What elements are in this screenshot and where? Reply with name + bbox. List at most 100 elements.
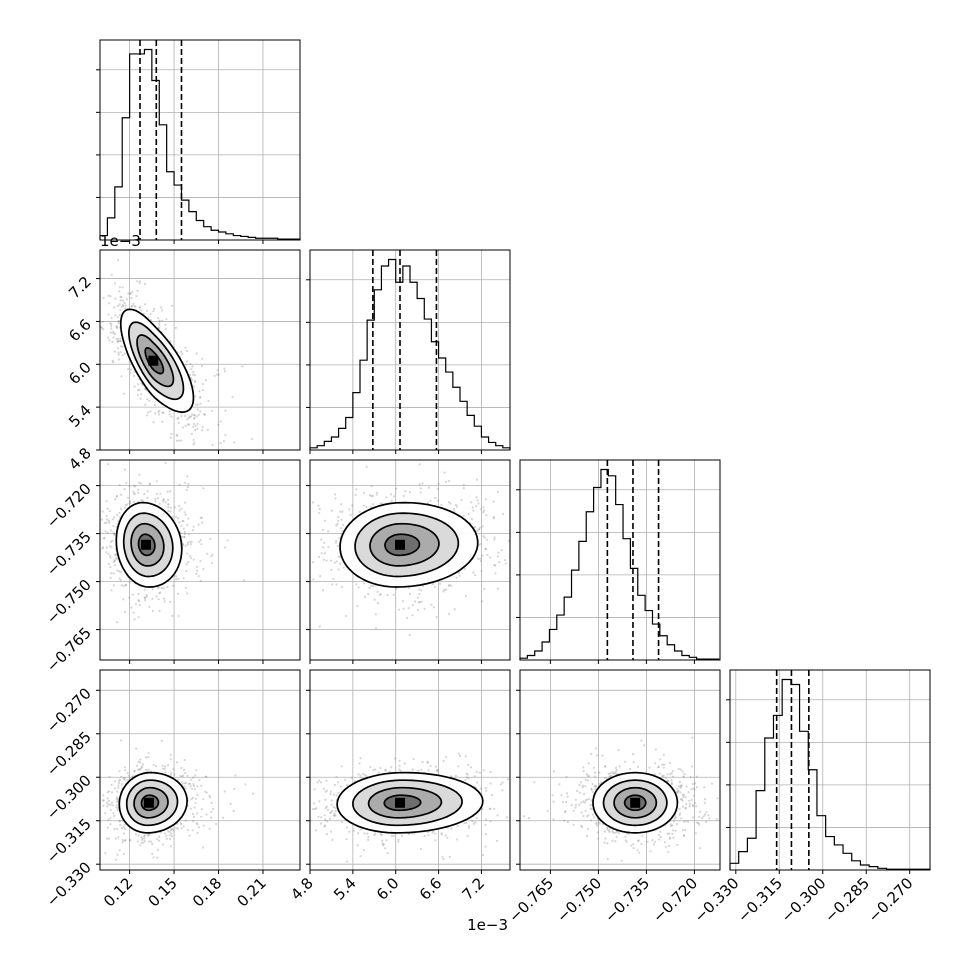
scatter-point — [157, 410, 160, 413]
scatter-point — [136, 280, 139, 283]
scatter-point — [125, 481, 128, 484]
scatter-point — [115, 858, 118, 861]
scatter-point — [128, 596, 131, 599]
scatter-point — [183, 414, 186, 417]
scatter-point — [454, 774, 457, 778]
scatter-point — [194, 379, 197, 383]
scatter-point — [173, 773, 176, 777]
contour-line — [339, 501, 479, 588]
scatter-point — [477, 502, 480, 505]
scatter-point — [684, 796, 687, 799]
scatter-point — [439, 582, 442, 585]
scatter-point — [467, 763, 470, 766]
scatter-point — [109, 556, 112, 559]
scatter-point — [582, 766, 585, 769]
scatter-point — [164, 771, 167, 774]
scatter-point — [105, 521, 108, 524]
scatter-point — [367, 838, 370, 841]
scatter-point — [124, 827, 127, 830]
scatter-point — [672, 836, 675, 839]
scatter-point — [484, 845, 487, 848]
scatter-point — [464, 778, 467, 781]
scatter-point — [374, 768, 377, 771]
contour-line — [369, 522, 440, 567]
scatter-point — [318, 511, 321, 514]
scatter-point — [121, 841, 124, 844]
scatter-point — [165, 837, 168, 840]
scatter-point — [432, 606, 435, 609]
scatter-point — [223, 790, 226, 793]
scatter-point — [418, 600, 421, 604]
scatter-point — [403, 762, 406, 765]
scatter-point — [124, 769, 127, 772]
scatter-point — [201, 383, 204, 386]
scatter-point — [376, 491, 379, 494]
scatter-point — [183, 535, 186, 538]
scatter-point — [323, 825, 326, 828]
scatter-point — [244, 783, 247, 786]
scatter-point — [484, 498, 487, 501]
scatter-point — [112, 336, 115, 339]
scatter-point — [101, 327, 104, 330]
scatter-point — [107, 799, 111, 803]
scatter-point — [494, 572, 497, 575]
scatter-point — [210, 555, 213, 558]
scatter-point — [479, 557, 482, 561]
scatter-point — [197, 413, 200, 416]
scatter-point — [466, 834, 469, 838]
scatter-point — [479, 543, 482, 546]
scatter-point — [494, 564, 497, 567]
scatter-point — [186, 524, 189, 527]
scatter-point — [672, 819, 676, 823]
scatter-point — [188, 834, 191, 837]
scatter-point — [118, 820, 121, 823]
scatter-point — [418, 588, 421, 591]
scatter-point — [123, 766, 127, 769]
scatter-point — [118, 313, 121, 317]
scatter-point — [121, 354, 124, 357]
scatter-point — [141, 837, 144, 840]
scatter-point — [450, 584, 453, 588]
scatter-point — [473, 775, 476, 778]
scatter-point — [129, 292, 132, 295]
scatter-point — [107, 803, 110, 806]
y-tick-label: 4.8 — [65, 444, 95, 474]
scatter-point — [716, 797, 719, 800]
scatter-point — [419, 847, 423, 851]
scatter-point — [117, 322, 120, 325]
scatter-point — [123, 778, 126, 781]
scatter-point — [180, 507, 183, 510]
scatter-point — [184, 513, 187, 516]
scatter-point — [134, 485, 137, 488]
contour-line — [144, 347, 165, 375]
scatter-point — [342, 523, 345, 527]
scatter-point — [457, 765, 460, 768]
scatter-point — [500, 549, 503, 552]
scatter-point — [701, 816, 704, 820]
scatter-point — [162, 411, 165, 414]
scatter-point — [493, 536, 496, 539]
scatter-point — [112, 524, 115, 528]
scatter-point — [116, 494, 119, 497]
scatter-point — [133, 305, 136, 308]
scatter-point — [147, 411, 150, 414]
scatter-point — [632, 847, 635, 850]
density-peak — [395, 539, 405, 550]
axes-frame — [309, 459, 511, 661]
scatter-point — [115, 557, 118, 560]
scatter-point — [208, 827, 211, 830]
scatter-point — [199, 516, 202, 519]
scatter-point — [139, 482, 142, 485]
scatter-point — [126, 778, 129, 782]
scatter-point — [159, 492, 162, 495]
scatter-point — [117, 320, 120, 323]
scatter-point — [130, 606, 133, 609]
scatter-point — [202, 487, 205, 490]
scatter-point — [201, 846, 204, 849]
x-tick-label: 7.2 — [459, 874, 489, 904]
scatter-point — [478, 528, 481, 531]
scatter-point — [450, 827, 453, 830]
scatter-point — [161, 319, 164, 322]
scatter-point — [183, 530, 186, 534]
scatter-point — [356, 832, 360, 835]
